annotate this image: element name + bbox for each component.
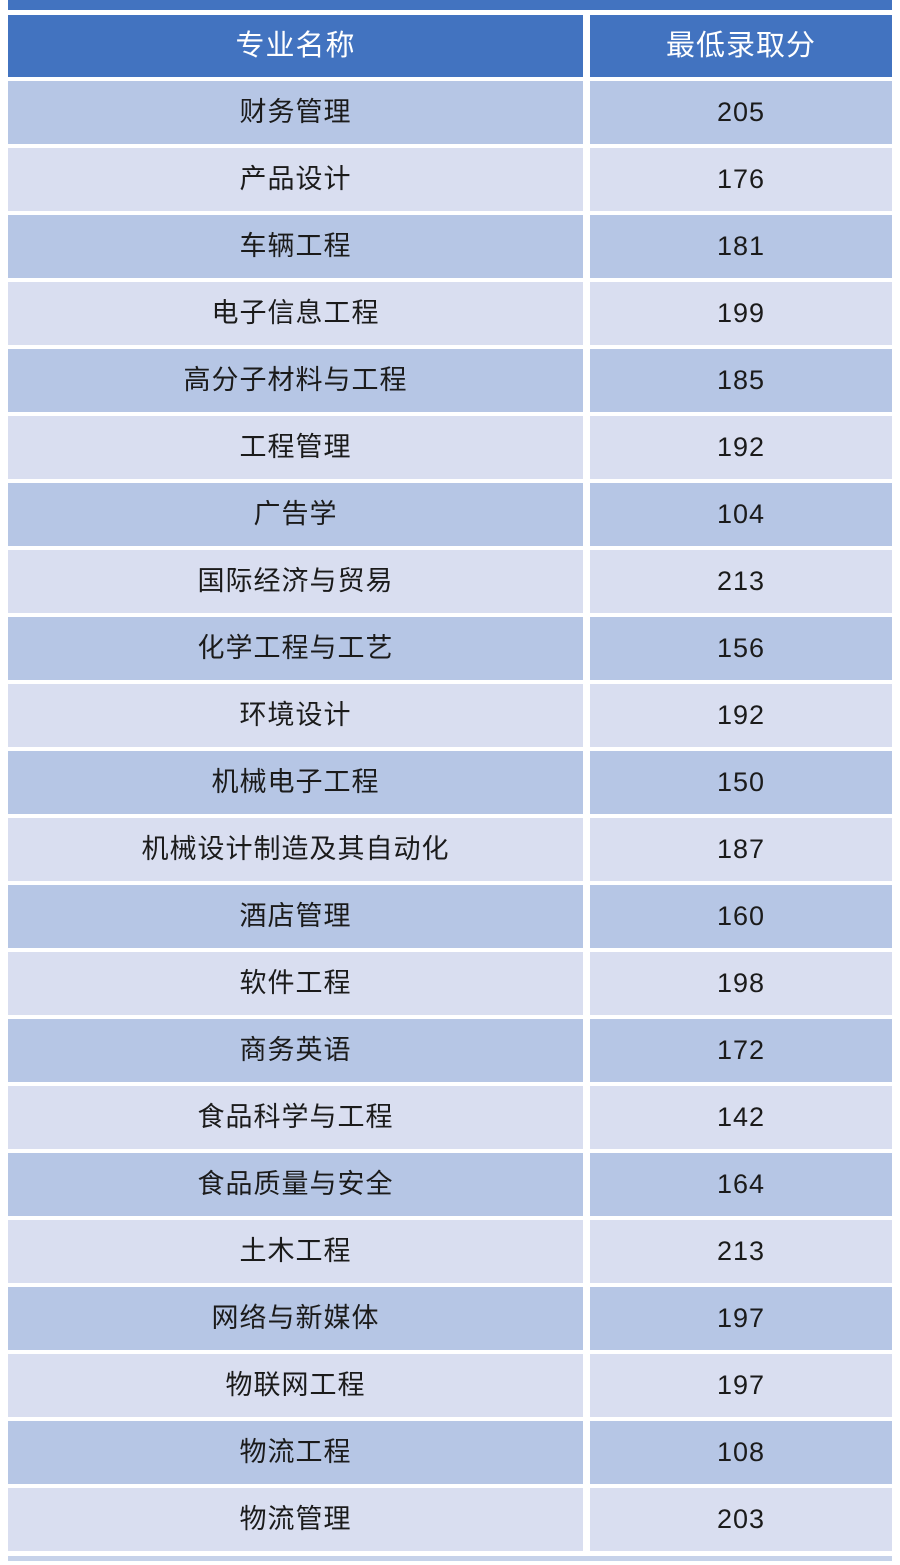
table-row: 酒店管理 160 [8, 885, 892, 948]
table-top-strip [8, 0, 892, 10]
major-cell: 食品质量与安全 [8, 1153, 583, 1216]
table-row: 财务管理 205 [8, 81, 892, 144]
table-row: 食品科学与工程 142 [8, 1086, 892, 1149]
major-cell: 商务英语 [8, 1019, 583, 1082]
score-cell: 203 [590, 1488, 892, 1551]
major-cell: 食品科学与工程 [8, 1086, 583, 1149]
major-cell: 广告学 [8, 483, 583, 546]
major-cell: 财务管理 [8, 81, 583, 144]
table-row: 产品设计 176 [8, 148, 892, 211]
major-cell: 化学工程与工艺 [8, 617, 583, 680]
score-cell: 199 [590, 282, 892, 345]
score-cell: 198 [590, 952, 892, 1015]
score-cell: 172 [590, 1019, 892, 1082]
major-cell: 车辆工程 [8, 215, 583, 278]
table-row: 网络与新媒体 197 [8, 1287, 892, 1350]
major-cell: 机械电子工程 [8, 751, 583, 814]
major-cell: 物联网工程 [8, 1354, 583, 1417]
table-row: 化学工程与工艺 156 [8, 617, 892, 680]
table-row: 广告学 104 [8, 483, 892, 546]
major-cell: 高分子材料与工程 [8, 349, 583, 412]
score-cell: 185 [590, 349, 892, 412]
score-cell: 197 [590, 1354, 892, 1417]
score-cell: 213 [590, 550, 892, 613]
major-cell: 网络与新媒体 [8, 1287, 583, 1350]
table-row: 高分子材料与工程 185 [8, 349, 892, 412]
table-row: 电子信息工程 199 [8, 282, 892, 345]
score-cell: 108 [590, 1421, 892, 1484]
table-row: 物流管理 203 [8, 1488, 892, 1551]
score-cell: 181 [590, 215, 892, 278]
table-row: 机械设计制造及其自动化 187 [8, 818, 892, 881]
major-cell: 土木工程 [8, 1220, 583, 1283]
major-cell: 电子信息工程 [8, 282, 583, 345]
score-cell: 205 [590, 81, 892, 144]
score-cell: 187 [590, 818, 892, 881]
table-row: 环境设计 192 [8, 684, 892, 747]
score-cell: 192 [590, 684, 892, 747]
major-cell: 物流工程 [8, 1421, 583, 1484]
column-header-major: 专业名称 [8, 15, 583, 77]
column-header-score: 最低录取分 [590, 15, 892, 77]
major-cell: 物流管理 [8, 1488, 583, 1551]
table-bottom-strip [8, 1556, 892, 1561]
score-cell: 104 [590, 483, 892, 546]
table-row: 软件工程 198 [8, 952, 892, 1015]
table-row: 机械电子工程 150 [8, 751, 892, 814]
score-cell: 160 [590, 885, 892, 948]
score-cell: 213 [590, 1220, 892, 1283]
major-cell: 软件工程 [8, 952, 583, 1015]
score-cell: 197 [590, 1287, 892, 1350]
table-row: 商务英语 172 [8, 1019, 892, 1082]
score-cell: 176 [590, 148, 892, 211]
major-cell: 工程管理 [8, 416, 583, 479]
major-cell: 产品设计 [8, 148, 583, 211]
major-cell: 酒店管理 [8, 885, 583, 948]
score-cell: 156 [590, 617, 892, 680]
score-cell: 150 [590, 751, 892, 814]
score-cell: 164 [590, 1153, 892, 1216]
table-row: 物联网工程 197 [8, 1354, 892, 1417]
score-cell: 192 [590, 416, 892, 479]
table-row: 食品质量与安全 164 [8, 1153, 892, 1216]
table-row: 土木工程 213 [8, 1220, 892, 1283]
major-cell: 机械设计制造及其自动化 [8, 818, 583, 881]
major-cell: 环境设计 [8, 684, 583, 747]
major-cell: 国际经济与贸易 [8, 550, 583, 613]
table-row: 物流工程 108 [8, 1421, 892, 1484]
table-body: 财务管理 205 产品设计 176 车辆工程 181 电子信息工程 199 高分子材料与工程 18… [8, 81, 892, 1551]
score-cell: 142 [590, 1086, 892, 1149]
table-row: 工程管理 192 [8, 416, 892, 479]
table-row: 国际经济与贸易 213 [8, 550, 892, 613]
table-header-row: 专业名称 最低录取分 [8, 15, 892, 77]
table-row: 车辆工程 181 [8, 215, 892, 278]
